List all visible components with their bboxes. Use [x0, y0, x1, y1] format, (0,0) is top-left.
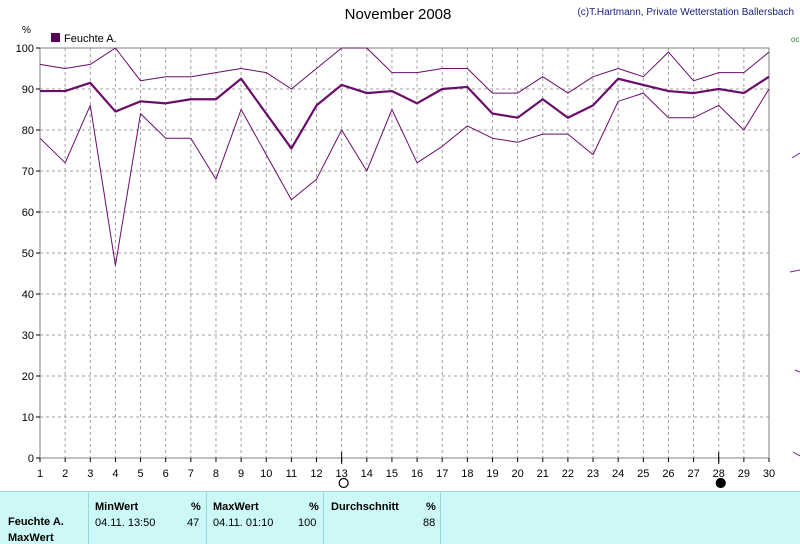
series-line-average — [40, 75, 770, 150]
right-edge-fragments — [789, 152, 800, 457]
min-unit: % — [191, 501, 201, 513]
y-tick-label: 50 — [22, 248, 34, 260]
moon-new-icon — [715, 477, 726, 489]
series-lines — [39, 47, 770, 266]
x-tick-label: 23 — [587, 468, 599, 480]
x-tick-label: 19 — [486, 468, 498, 480]
x-tick-label: 7 — [188, 468, 194, 480]
x-tick-label: 1 — [37, 468, 43, 480]
min-time: 04.11. 13:50 — [95, 517, 156, 529]
x-tick-label: 2 — [62, 468, 68, 480]
min-cell: MinWert % 04.11. 13:50 47 — [88, 492, 207, 544]
y-axis-ticks: 0 10 20 30 40 50 60 70 80 90 100 — [16, 43, 40, 465]
y-tick-label: 80 — [22, 125, 34, 137]
x-tick-label: 17 — [436, 468, 448, 480]
x-tick-label: 6 — [163, 468, 169, 480]
x-tick-label: 18 — [461, 468, 473, 480]
y-tick-label: 70 — [22, 166, 34, 178]
y-axis-unit: % — [22, 25, 31, 36]
avg-value: 88 — [423, 517, 436, 529]
x-tick-label: 11 — [286, 468, 297, 480]
x-tick-label: 28 — [713, 468, 725, 480]
copyright-text: (c)T.Hartmann, Private Wetterstation Bal… — [577, 7, 794, 18]
y-tick-label: 30 — [22, 330, 34, 342]
max-time: 04.11. 01:10 — [213, 517, 274, 529]
legend-swatch — [51, 33, 60, 42]
y-tick-label: 10 — [22, 412, 34, 424]
x-tick-label: 21 — [537, 468, 549, 480]
max-cell: MaxWert % 04.11. 01:10 100 — [206, 492, 324, 544]
right-edge-text: oc — [791, 35, 799, 44]
y-tick-label: 40 — [22, 289, 34, 301]
y-tick-label: 0 — [28, 453, 34, 465]
x-tick-label: 15 — [386, 468, 398, 480]
x-tick-label: 16 — [411, 468, 423, 480]
x-tick-label: 13 — [336, 468, 348, 480]
x-tick-label: 3 — [87, 468, 93, 480]
x-tick-label: 8 — [213, 468, 219, 480]
stats-row-sublabel: MaxWert — [8, 532, 54, 544]
x-tick-label: 29 — [738, 468, 750, 480]
x-tick-label: 26 — [662, 468, 674, 480]
x-axis-ticks: 1 2 3 4 5 6 7 8 9 10 11 12 13 14 15 16 17 18 19 20 21 22 23 24 2… — [37, 458, 775, 480]
y-tick-label: 60 — [22, 207, 34, 219]
series-line-min — [39, 88, 770, 266]
stats-row-label: Feuchte A. — [8, 516, 64, 528]
y-tick-label: 100 — [16, 43, 34, 55]
chart-title: November 2008 — [344, 6, 452, 23]
x-tick-label: 14 — [361, 468, 373, 480]
avg-unit: % — [426, 501, 436, 513]
chart-grid — [40, 48, 769, 458]
x-tick-label: 25 — [637, 468, 649, 480]
max-value: 100 — [298, 517, 317, 529]
y-tick-label: 20 — [22, 371, 34, 383]
legend-label: Feuchte A. — [64, 33, 117, 45]
x-tick-label: 9 — [238, 468, 244, 480]
avg-cell: Durchschnitt % 88 — [323, 492, 441, 544]
x-tick-label: 22 — [562, 468, 574, 480]
series-line-max — [39, 47, 770, 94]
x-tick-label: 20 — [511, 468, 523, 480]
max-unit: % — [309, 501, 319, 513]
x-tick-label: 4 — [112, 468, 118, 480]
x-tick-label: 30 — [763, 468, 775, 480]
y-tick-label: 90 — [22, 84, 34, 96]
moon-full-icon — [338, 477, 349, 489]
legend: Feuchte A. — [51, 33, 117, 45]
max-header: MaxWert — [213, 501, 259, 513]
x-tick-label: 24 — [612, 468, 624, 480]
panel-divider — [440, 492, 442, 544]
x-tick-label: 27 — [687, 468, 699, 480]
x-tick-label: 10 — [260, 468, 272, 480]
min-header: MinWert — [95, 501, 139, 513]
x-tick-label: 12 — [310, 468, 322, 480]
statistics-panel: Feuchte A. MaxWert MinWert % 04.11. 13:5… — [0, 491, 800, 544]
moon-markers — [338, 452, 726, 489]
x-tick-label: 5 — [137, 468, 143, 480]
min-value: 47 — [187, 517, 200, 529]
avg-header: Durchschnitt — [331, 501, 399, 513]
